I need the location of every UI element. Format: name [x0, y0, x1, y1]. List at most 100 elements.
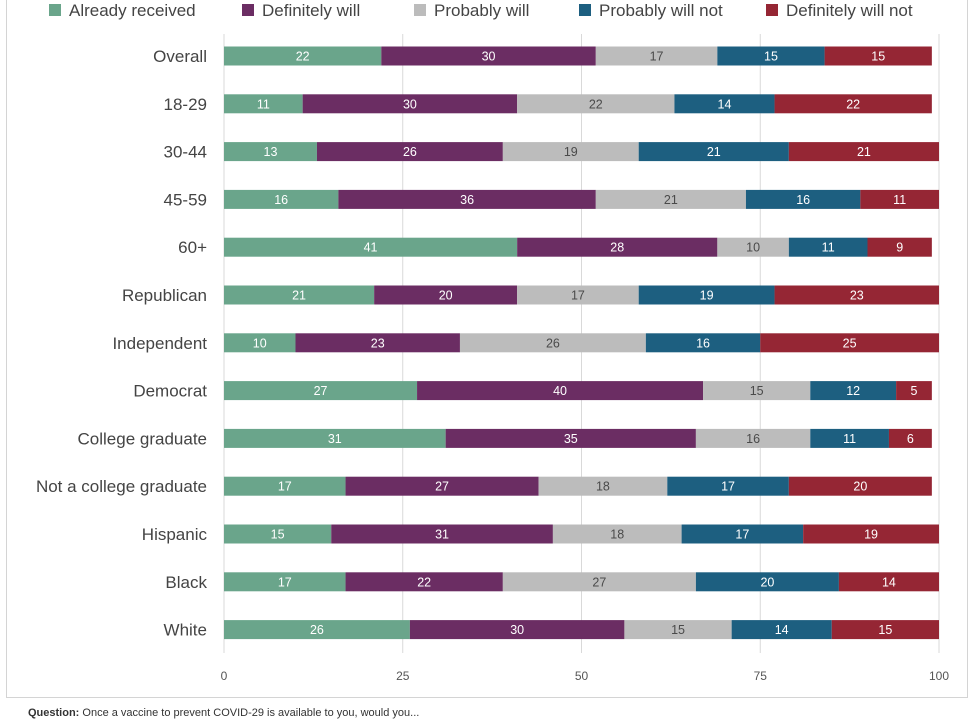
data-label: 13 [264, 145, 278, 159]
x-tick-label-0: 0 [221, 669, 228, 683]
bar-segment-probably-will [459, 333, 646, 353]
data-label: 17 [571, 289, 585, 303]
bar-segment-definitely-will [381, 46, 596, 66]
data-label: 19 [700, 289, 714, 303]
bar-segment-already-received [224, 428, 446, 448]
bar-segment-already-received [224, 142, 317, 162]
bar-row-black: Black 17 22 27 20 14 [165, 572, 939, 592]
data-label: 14 [775, 623, 789, 637]
data-label: 27 [435, 480, 449, 494]
bar-segment-probably-will [517, 285, 639, 305]
legend-label: Definitely will [262, 1, 360, 20]
data-label: 16 [746, 432, 760, 446]
legend-swatch [49, 4, 61, 16]
data-label: 15 [750, 384, 764, 398]
data-label: 26 [403, 145, 417, 159]
data-label: 22 [589, 97, 603, 111]
legend-item-definitely-will: Definitely will [242, 1, 360, 20]
bar-row-independent: Independent 10 23 26 16 25 [112, 333, 939, 353]
category-label: Overall [153, 47, 207, 66]
bar-segment-already-received [224, 237, 518, 257]
bar-segment-definitely-will-not [774, 94, 932, 114]
bar-segment-definitely-will-not [824, 46, 932, 66]
data-label: 11 [843, 432, 856, 446]
data-label: 17 [721, 480, 735, 494]
data-label: 14 [882, 575, 896, 589]
data-label: 21 [707, 145, 721, 159]
bar-segment-probably-will [717, 237, 789, 257]
data-label: 15 [671, 623, 685, 637]
footnote-label: Question: [28, 707, 80, 719]
bar-row-18-29: 18-29 11 30 22 14 22 [164, 94, 932, 114]
bar-segment-definitely-will [409, 620, 625, 640]
data-label: 21 [664, 193, 678, 207]
bar-segment-already-received [224, 524, 332, 544]
x-tick-label-50: 50 [575, 669, 589, 683]
bar-segment-probably-will-not [788, 237, 868, 257]
bar-row-overall: Overall 22 30 17 15 15 [153, 46, 932, 66]
data-label: 21 [292, 289, 306, 303]
bar-segment-probably-will-not [667, 476, 789, 496]
bar-segment-probably-will [624, 620, 732, 640]
bars: Overall 22 30 17 15 15 18-29 11 30 22 14 22 30-44 13 2… [36, 46, 939, 640]
bar-segment-probably-will [595, 46, 718, 66]
legend-label: Probably will not [599, 1, 723, 20]
bar-segment-definitely-will [316, 142, 503, 162]
bar-segment-already-received [224, 94, 303, 114]
bar-row-college-graduate: College graduate 31 35 16 11 6 [78, 428, 932, 448]
x-tick-label-100: 100 [929, 669, 949, 683]
footnote: Question: Once a vaccine to prevent COVI… [28, 707, 419, 719]
bar-segment-already-received [224, 572, 346, 592]
bar-segment-definitely-will [331, 524, 553, 544]
bar-row-hispanic: Hispanic 15 31 18 17 19 [142, 524, 939, 544]
bar-segment-probably-will [538, 476, 668, 496]
bar-segment-probably-will-not [745, 189, 861, 209]
bar-segment-already-received [224, 620, 410, 640]
data-label: 20 [439, 289, 453, 303]
bar-segment-definitely-will-not [760, 333, 939, 353]
bar-segment-definitely-will [338, 189, 596, 209]
data-label: 23 [371, 336, 385, 350]
data-label: 25 [843, 336, 857, 350]
stacked-bar-chart: 0 25 50 75 100 Overall 22 30 17 15 15 18-29 11 30 22 14… [36, 1, 949, 683]
bar-segment-already-received [224, 285, 375, 305]
bar-segment-already-received [224, 381, 418, 401]
data-label: 17 [278, 480, 292, 494]
data-label: 19 [564, 145, 578, 159]
bar-segment-definitely-will-not [860, 189, 939, 209]
bar-segment-probably-will [517, 94, 675, 114]
category-label: 30-44 [164, 143, 207, 162]
bar-segment-probably-will [502, 142, 639, 162]
bar-segment-probably-will [595, 189, 746, 209]
bar-segment-definitely-will-not [896, 381, 932, 401]
bar-segment-probably-will-not [638, 142, 789, 162]
bar-row-60: 60+ 41 28 10 11 9 [178, 237, 932, 257]
bar-segment-probably-will [703, 381, 811, 401]
data-label: 12 [846, 384, 860, 398]
category-label: 45-59 [164, 190, 207, 209]
data-label: 22 [846, 97, 860, 111]
data-label: 36 [460, 193, 474, 207]
category-label: Hispanic [142, 525, 208, 544]
data-label: 15 [764, 50, 778, 64]
category-label: College graduate [78, 429, 207, 448]
bar-segment-already-received [224, 333, 296, 353]
bar-segment-definitely-will-not [774, 285, 939, 305]
data-label: 15 [878, 623, 892, 637]
chart-frame: 0 25 50 75 100 Overall 22 30 17 15 15 18-29 11 30 22 14… [6, 0, 968, 698]
data-label: 30 [482, 50, 496, 64]
category-label: Democrat [133, 382, 207, 401]
bar-segment-probably-will [552, 524, 682, 544]
data-label: 30 [510, 623, 524, 637]
legend-label: Definitely will not [786, 1, 913, 20]
data-label: 11 [822, 241, 835, 255]
data-label: 17 [735, 528, 749, 542]
data-label: 30 [403, 97, 417, 111]
bar-segment-probably-will-not [674, 94, 775, 114]
bar-segment-definitely-will-not [838, 572, 939, 592]
footnote-text: Once a vaccine to prevent COVID-29 is av… [82, 707, 420, 719]
data-label: 19 [864, 528, 878, 542]
data-label: 10 [746, 241, 760, 255]
bar-segment-definitely-will-not [888, 428, 932, 448]
bar-segment-definitely-will-not [831, 620, 939, 640]
